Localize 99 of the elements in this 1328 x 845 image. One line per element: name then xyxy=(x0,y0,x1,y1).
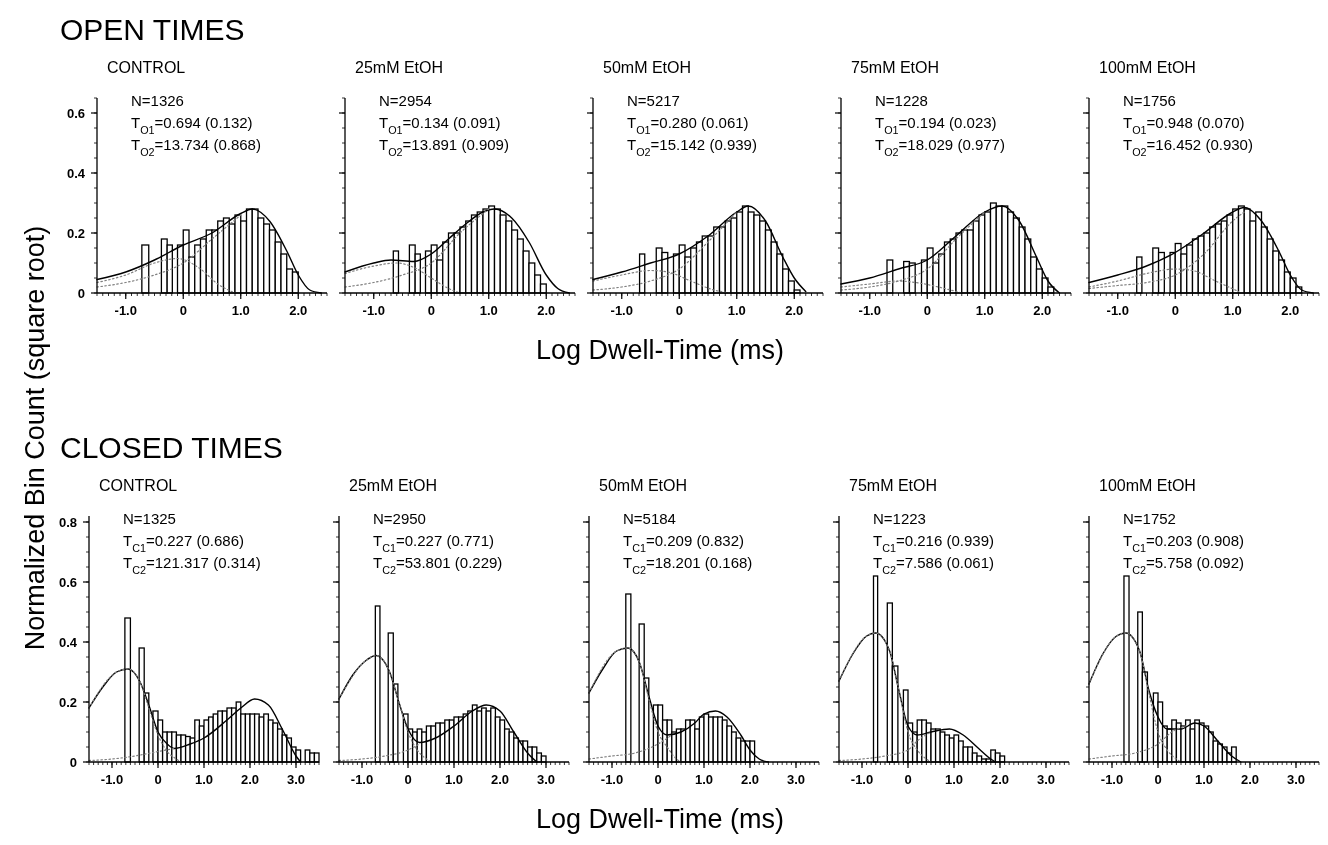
x-tick-label: 2.0 xyxy=(490,772,510,787)
annotation: T$_{C2}$=5.758 (0.092) xyxy=(1123,554,1244,576)
x-tick-label: 2.0 xyxy=(537,303,556,318)
x-tick-label: 0 xyxy=(1154,772,1162,787)
x-tick-label: 2.0 xyxy=(240,772,260,787)
x-axis-title: Log Dwell-Time (ms) xyxy=(535,804,785,834)
x-tick-label: 3.0 xyxy=(286,772,306,787)
chart-title: 100mM EtOH xyxy=(1099,59,1196,76)
x-tick-label: 1.0 xyxy=(694,772,714,787)
x-tick-label: 1.0 xyxy=(194,772,214,787)
annotation: N=5217 xyxy=(627,92,680,109)
chart-title: 50mM EtOH xyxy=(603,59,692,76)
annotation: T$_{C1}$=0.203 (0.908) xyxy=(1123,532,1244,554)
x-tick-label: -1.0 xyxy=(114,303,137,318)
x-tick-label: -1.0 xyxy=(850,772,874,787)
x-tick-label: 3.0 xyxy=(1036,772,1056,787)
x-tick-label: -1.0 xyxy=(610,303,633,318)
annotation: T$_{O2}$=15.142 (0.939) xyxy=(627,136,757,158)
chart-title: CLOSED TIMES xyxy=(60,431,283,464)
chart-subtitle: CONTROL xyxy=(107,59,186,76)
x-tick-label: 2.0 xyxy=(289,303,308,318)
x-tick-label: 1.0 xyxy=(1223,303,1242,318)
annotation: T$_{O2}$=18.029 (0.977) xyxy=(875,136,1005,158)
y-tick-label: 0.6 xyxy=(58,575,77,590)
y-tick-label: 0.2 xyxy=(66,226,85,241)
annotation: N=1326 xyxy=(131,92,184,109)
x-tick-label: 1.0 xyxy=(944,772,964,787)
annotation: T$_{C1}$=0.216 (0.939) xyxy=(873,532,994,554)
y-tick-label: 0.4 xyxy=(58,635,78,650)
x-tick-label: 3.0 xyxy=(1286,772,1306,787)
annotation: T$_{O2}$=16.452 (0.930) xyxy=(1123,136,1253,158)
annotation: N=1756 xyxy=(1123,92,1176,109)
x-tick-label: 0 xyxy=(1171,303,1179,318)
annotation: N=2950 xyxy=(373,510,426,527)
annotation: T$_{O1}$=0.134 (0.091) xyxy=(379,114,501,136)
annotation: T$_{C1}$=0.209 (0.832) xyxy=(623,532,744,554)
chart-subtitle: CONTROL xyxy=(99,477,178,494)
x-tick-label: 1.0 xyxy=(1194,772,1214,787)
annotation: T$_{C2}$=18.201 (0.168) xyxy=(623,554,753,576)
x-tick-label: 0 xyxy=(404,772,412,787)
x-tick-label: 0 xyxy=(904,772,912,787)
x-tick-label: 3.0 xyxy=(786,772,806,787)
annotation: T$_{O1}$=0.694 (0.132) xyxy=(131,114,253,136)
annotation: T$_{C1}$=0.227 (0.686) xyxy=(123,532,244,554)
annotation: N=1223 xyxy=(873,510,926,527)
x-tick-label: -1.0 xyxy=(362,303,385,318)
x-tick-label: 2.0 xyxy=(785,303,804,318)
annotation: T$_{C2}$=7.586 (0.061) xyxy=(873,554,994,576)
chart-title: 50mM EtOH xyxy=(599,477,688,494)
chart-title: OPEN TIMES xyxy=(60,13,245,46)
y-tick-label: 0 xyxy=(69,755,77,770)
chart-title: 75mM EtOH xyxy=(851,59,940,76)
annotation: T$_{O2}$=13.734 (0.868) xyxy=(131,136,261,158)
annotation: T$_{O1}$=0.194 (0.023) xyxy=(875,114,997,136)
x-tick-label: 2.0 xyxy=(1033,303,1052,318)
annotation: N=1228 xyxy=(875,92,928,109)
chart-title: 25mM EtOH xyxy=(355,59,444,76)
y-tick-label: 0.4 xyxy=(66,166,86,181)
chart-title: 100mM EtOH xyxy=(1099,477,1196,494)
x-tick-label: 0 xyxy=(923,303,931,318)
annotation: T$_{O2}$=13.891 (0.909) xyxy=(379,136,509,158)
x-tick-label: 2.0 xyxy=(1240,772,1260,787)
annotation: T$_{O1}$=0.280 (0.061) xyxy=(627,114,749,136)
annotation: N=1325 xyxy=(123,510,176,527)
x-tick-label: 3.0 xyxy=(536,772,556,787)
x-tick-label: 2.0 xyxy=(1281,303,1300,318)
x-tick-label: 0 xyxy=(154,772,162,787)
y-tick-label: 0.6 xyxy=(66,106,85,121)
annotation: T$_{C2}$=53.801 (0.229) xyxy=(373,554,503,576)
x-tick-label: 0 xyxy=(654,772,662,787)
x-tick-label: 0 xyxy=(427,303,435,318)
chart-title: 75mM EtOH xyxy=(849,477,938,494)
x-tick-label: -1.0 xyxy=(600,772,624,787)
x-tick-label: 1.0 xyxy=(444,772,464,787)
x-tick-label: 2.0 xyxy=(740,772,760,787)
y-tick-label: 0.2 xyxy=(58,695,77,710)
x-tick-label: 0 xyxy=(179,303,187,318)
x-tick-label: 1.0 xyxy=(231,303,250,318)
annotation: N=1752 xyxy=(1123,510,1176,527)
y-axis-title: Normalized Bin Count (square root) xyxy=(20,225,50,651)
x-axis-title: Log Dwell-Time (ms) xyxy=(535,335,785,365)
y-tick-label: 0 xyxy=(77,286,85,301)
annotation: N=2954 xyxy=(379,92,432,109)
x-tick-label: 0 xyxy=(675,303,683,318)
annotation: T$_{O1}$=0.948 (0.070) xyxy=(1123,114,1245,136)
x-tick-label: -1.0 xyxy=(1100,772,1124,787)
x-tick-label: -1.0 xyxy=(1106,303,1129,318)
x-tick-label: 1.0 xyxy=(975,303,994,318)
x-tick-label: 1.0 xyxy=(479,303,498,318)
annotation: T$_{C1}$=0.227 (0.771) xyxy=(373,532,494,554)
x-tick-label: 2.0 xyxy=(990,772,1010,787)
y-tick-label: 0.8 xyxy=(58,515,77,530)
annotation: T$_{C2}$=121.317 (0.314) xyxy=(123,554,261,576)
chart-title: 25mM EtOH xyxy=(349,477,438,494)
x-tick-label: 1.0 xyxy=(727,303,746,318)
x-tick-label: -1.0 xyxy=(100,772,124,787)
annotation: N=5184 xyxy=(623,510,676,527)
x-tick-label: -1.0 xyxy=(858,303,881,318)
x-tick-label: -1.0 xyxy=(350,772,374,787)
